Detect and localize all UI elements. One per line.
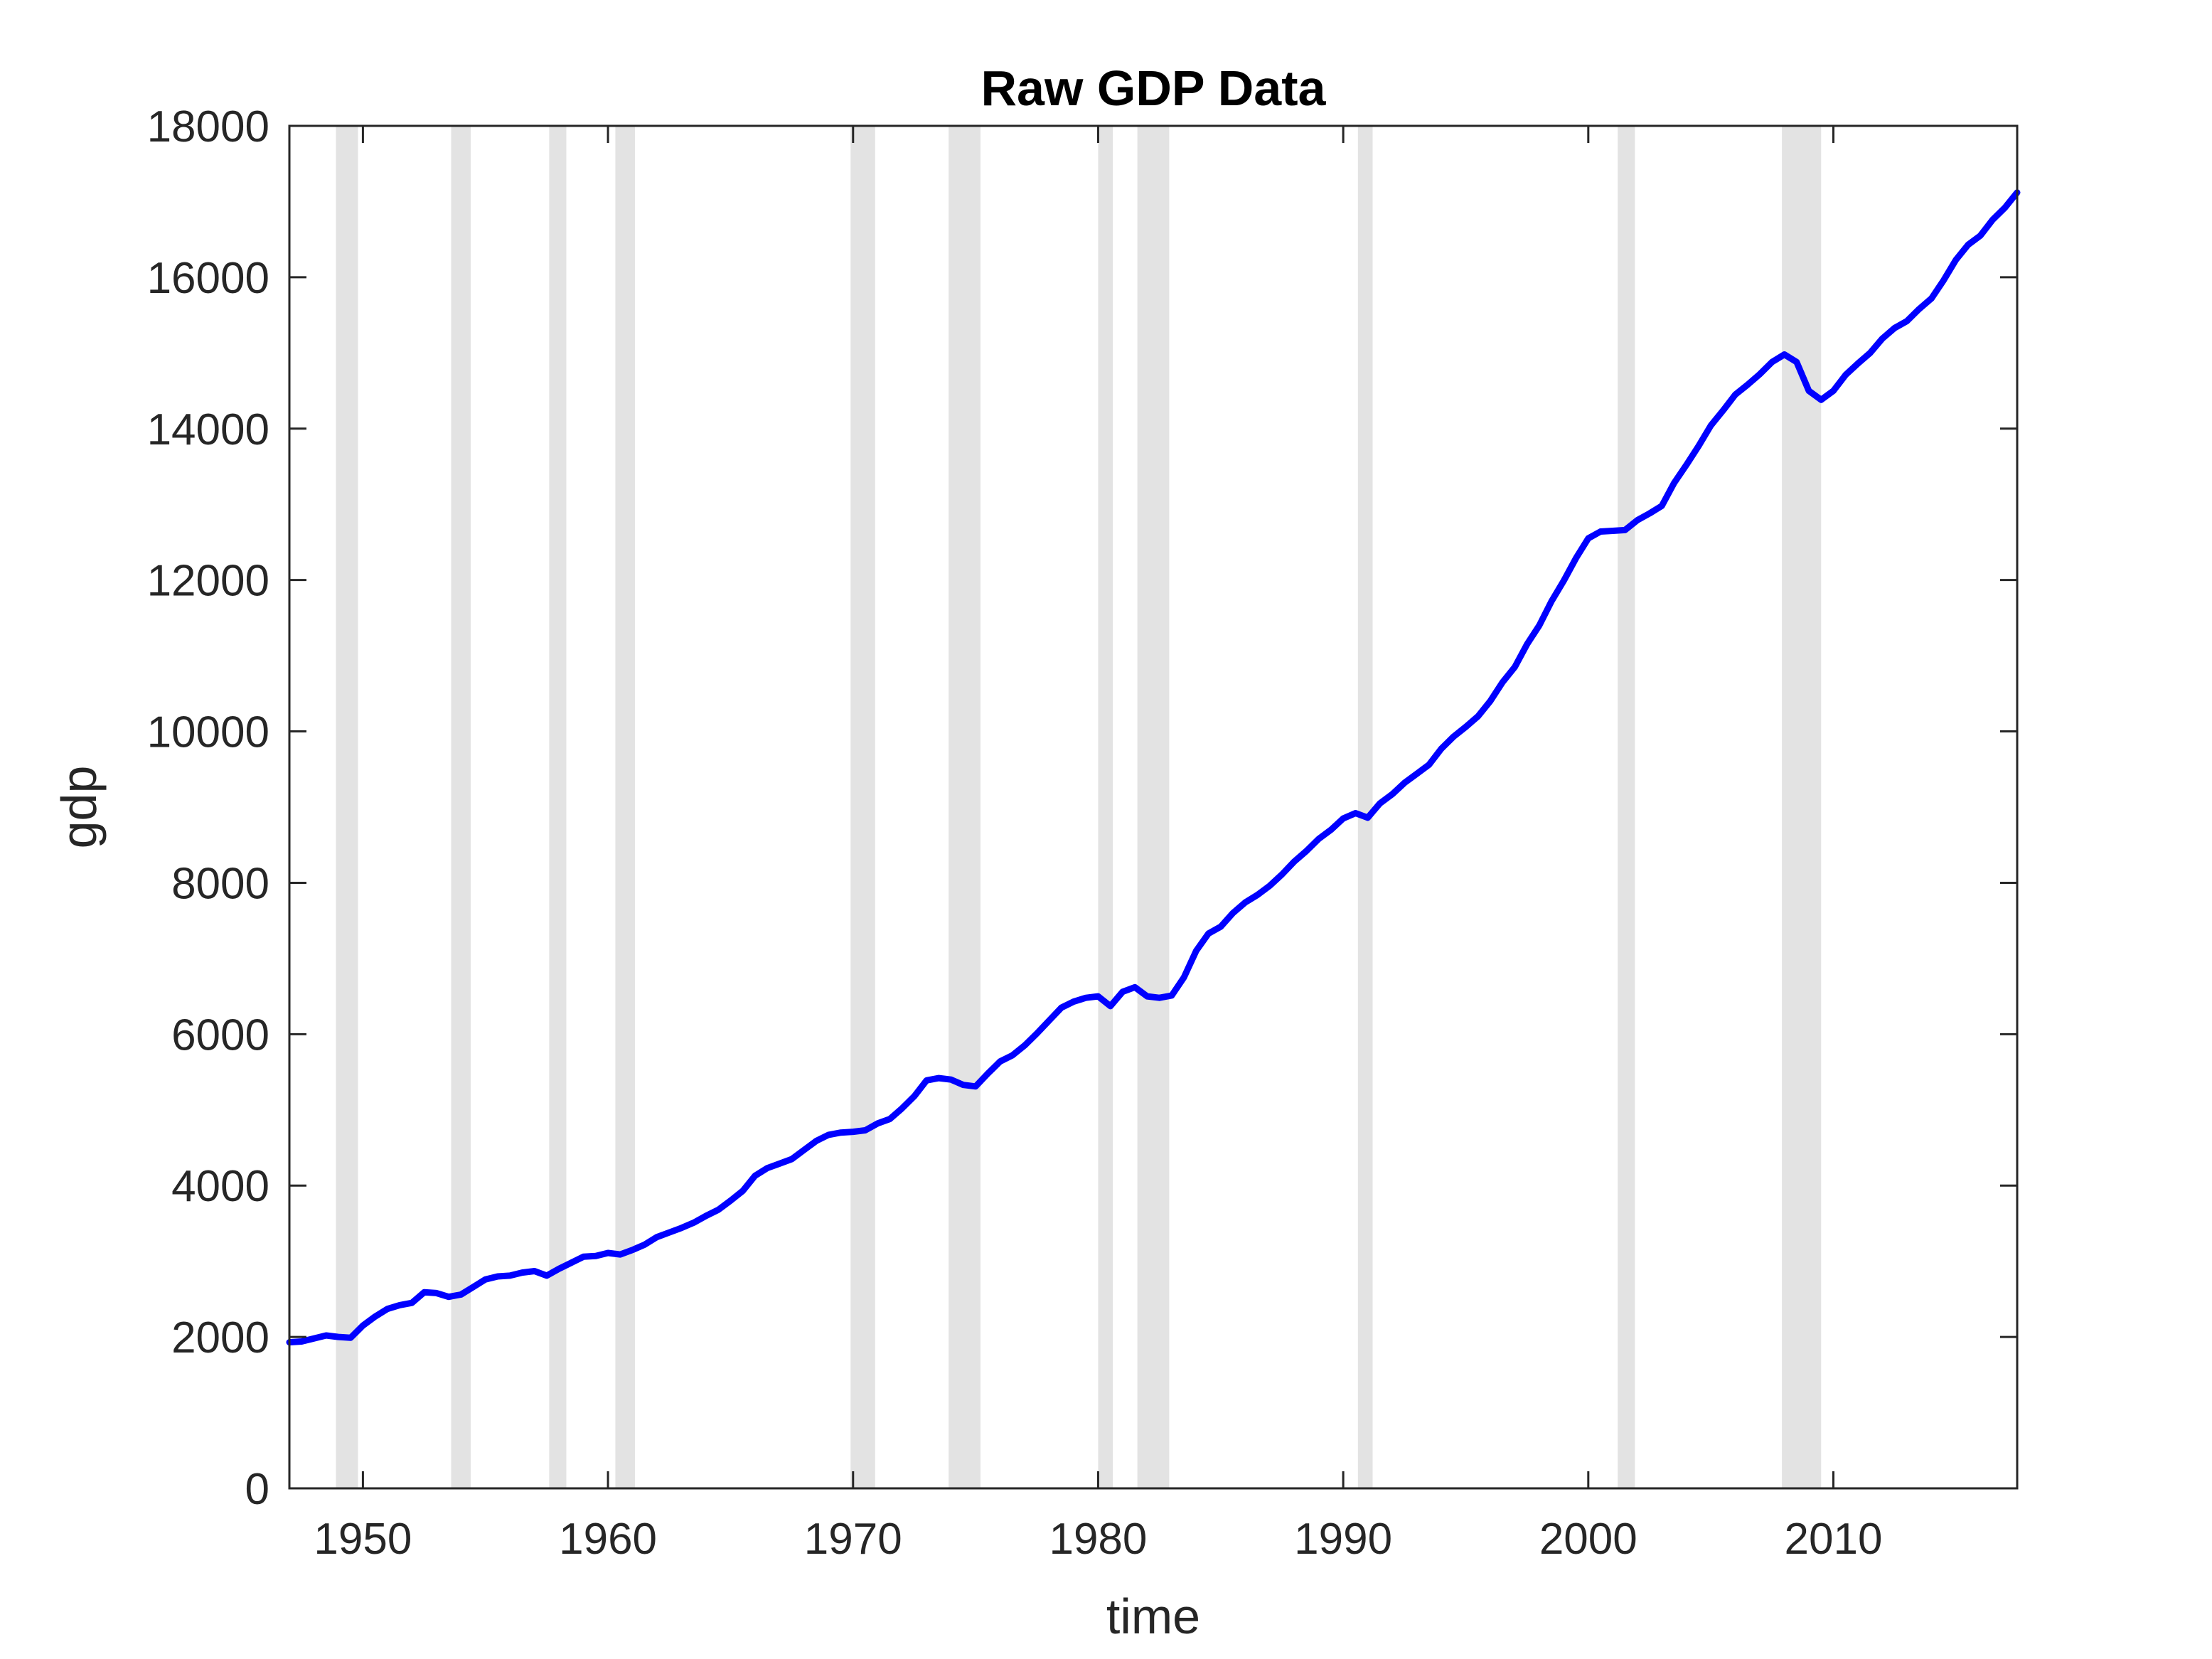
y-tick-label-10000: 10000 — [147, 708, 269, 757]
recession-band-10 — [1782, 127, 1822, 1488]
x-tick-label-2010: 2010 — [1785, 1515, 1883, 1564]
y-tick-label-14000: 14000 — [147, 405, 269, 454]
y-axis: 0 2000 4000 6000 8000 10000 12000 14000 16000 180… — [147, 102, 2017, 1514]
y-tick-label-8000: 8000 — [171, 859, 269, 908]
x-axis: 1950 1960 1970 1980 1990 2000 2010 — [314, 126, 1882, 1564]
x-axis-label: time — [1106, 1589, 1200, 1644]
recession-band-8 — [1357, 127, 1373, 1488]
y-tick-label-16000: 16000 — [147, 254, 269, 303]
recession-band-6 — [1098, 127, 1113, 1488]
x-tick-label-1990: 1990 — [1294, 1515, 1392, 1564]
gdp-series-line — [286, 189, 2021, 1346]
x-tick-label-1960: 1960 — [559, 1515, 657, 1564]
y-axis-label: gdp — [51, 766, 107, 849]
recession-band-5 — [949, 127, 981, 1488]
chart-title: Raw GDP Data — [981, 60, 1327, 116]
y-tick-label-6000: 6000 — [171, 1010, 269, 1060]
y-tick-label-0: 0 — [245, 1465, 269, 1514]
recession-band-4 — [850, 127, 875, 1488]
recession-band-7 — [1137, 127, 1170, 1488]
recession-band-3 — [615, 127, 635, 1488]
recession-band-1 — [451, 127, 471, 1488]
recession-band-2 — [549, 127, 567, 1488]
y-tick-label-12000: 12000 — [147, 557, 269, 606]
x-tick-label-1980: 1980 — [1049, 1515, 1147, 1564]
recession-band-9 — [1618, 127, 1635, 1488]
recession-band-0 — [336, 127, 358, 1488]
x-tick-label-2000: 2000 — [1539, 1515, 1637, 1564]
x-tick-label-1970: 1970 — [804, 1515, 902, 1564]
y-tick-label-2000: 2000 — [171, 1313, 269, 1362]
series-layer — [286, 189, 2021, 1346]
axes-frame — [288, 124, 2019, 1490]
y-tick-label-18000: 18000 — [147, 102, 269, 151]
x-tick-label-1950: 1950 — [314, 1515, 412, 1564]
y-tick-label-4000: 4000 — [171, 1162, 269, 1211]
